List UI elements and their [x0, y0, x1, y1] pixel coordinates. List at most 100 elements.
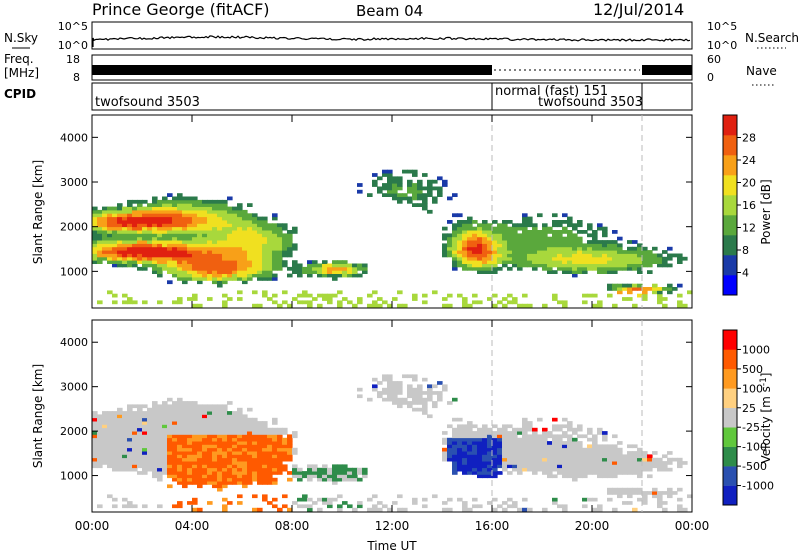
- velocity-cell: [512, 447, 518, 452]
- power-cell: [587, 256, 593, 261]
- power-cell: [202, 216, 208, 221]
- velocity-cell: [542, 507, 548, 512]
- power-cell: [177, 213, 183, 218]
- power-cell: [582, 300, 588, 305]
- power-cell: [152, 233, 158, 238]
- velocity-cell: [192, 437, 198, 442]
- velocity-cell: [247, 444, 253, 449]
- power-cell: [252, 230, 258, 234]
- power-cell: [192, 256, 198, 261]
- velocity-cell: [477, 457, 483, 462]
- velocity-cell: [472, 457, 478, 462]
- velocity-cell: [137, 404, 143, 409]
- velocity-cell: [197, 411, 203, 415]
- power-cell: [262, 220, 268, 224]
- power-cell: [132, 236, 138, 241]
- velocity-cell: [177, 501, 183, 505]
- power-cell: [272, 293, 278, 298]
- power-cell: [192, 266, 198, 271]
- power-cell: [292, 260, 298, 264]
- power-cell: [227, 240, 233, 244]
- velocity-cell: [632, 467, 638, 472]
- power-cell: [157, 209, 163, 214]
- power-cell: [152, 196, 158, 201]
- velocity-cell: [197, 417, 203, 422]
- velocity-cell: [132, 404, 138, 409]
- power-cell: [447, 246, 453, 251]
- power-cell: [127, 246, 133, 251]
- power-cell: [597, 223, 603, 228]
- power-cell: [522, 220, 528, 224]
- velocity-cell: [572, 441, 578, 445]
- power-cell: [207, 230, 213, 234]
- power-cell: [232, 206, 238, 211]
- power-cell: [187, 260, 193, 264]
- power-cell: [392, 176, 398, 181]
- velocity-cell: [117, 414, 123, 419]
- power-cell: [482, 256, 488, 261]
- power-cell: [187, 220, 193, 224]
- power-cell: [542, 260, 548, 264]
- velocity-cell: [177, 421, 183, 425]
- velocity-cell: [477, 461, 483, 465]
- power-cell: [507, 246, 513, 251]
- velocity-cell: [222, 457, 228, 462]
- power-cell: [222, 273, 228, 278]
- power-cell: [642, 246, 648, 251]
- power-cell: [557, 243, 563, 248]
- velocity-cell: [412, 497, 418, 502]
- power-cell: [127, 233, 133, 238]
- velocity-cell: [327, 504, 333, 509]
- power-cell: [202, 233, 208, 238]
- velocity-cell: [137, 451, 143, 455]
- power-cell: [612, 270, 618, 274]
- power-cell: [242, 263, 248, 268]
- power-cell: [452, 236, 458, 241]
- velocity-cell: [142, 467, 148, 472]
- velocity-cell: [657, 501, 663, 505]
- power-cell: [537, 260, 543, 264]
- power-cell: [652, 260, 658, 264]
- power-cell: [502, 226, 508, 231]
- velocity-cell: [177, 414, 183, 419]
- velocity-cell: [127, 447, 133, 452]
- velocity-cell: [487, 444, 493, 449]
- velocity-cell: [277, 464, 283, 469]
- velocity-cell: [192, 474, 198, 479]
- power-cell: [602, 263, 608, 268]
- power-cell: [137, 243, 143, 248]
- power-cell: [107, 206, 113, 211]
- velocity-cell: [182, 421, 188, 425]
- power-cell: [142, 206, 148, 211]
- power-cell: [197, 273, 203, 278]
- power-cell: [502, 260, 508, 264]
- power-cell: [217, 277, 223, 281]
- power-cell: [577, 256, 583, 261]
- velocity-cell: [222, 434, 228, 439]
- power-cell: [552, 240, 558, 244]
- power-cell: [117, 233, 123, 238]
- power-cell: [622, 297, 628, 301]
- velocity-cell: [557, 451, 563, 455]
- velocity-cell: [167, 464, 173, 469]
- velocity-cell: [602, 457, 608, 462]
- velocity-cell: [467, 471, 473, 475]
- velocity-cell: [457, 467, 463, 472]
- power-cell: [507, 266, 513, 271]
- velocity-cell: [157, 414, 163, 419]
- power-cell: [147, 253, 153, 258]
- power-cell: [137, 233, 143, 238]
- x-axis-title: Time UT: [366, 539, 417, 553]
- power-cell: [662, 260, 668, 264]
- velocity-cell: [122, 414, 128, 419]
- power-cell: [522, 293, 528, 298]
- power-cell: [247, 260, 253, 264]
- velocity-cell: [237, 481, 243, 485]
- velocity-heatmap-cells: [92, 374, 693, 512]
- power-cell: [427, 183, 433, 187]
- velocity-cell: [507, 437, 513, 442]
- power-cell: [552, 246, 558, 251]
- velocity-cell: [462, 454, 468, 459]
- velocity-cell: [187, 471, 193, 475]
